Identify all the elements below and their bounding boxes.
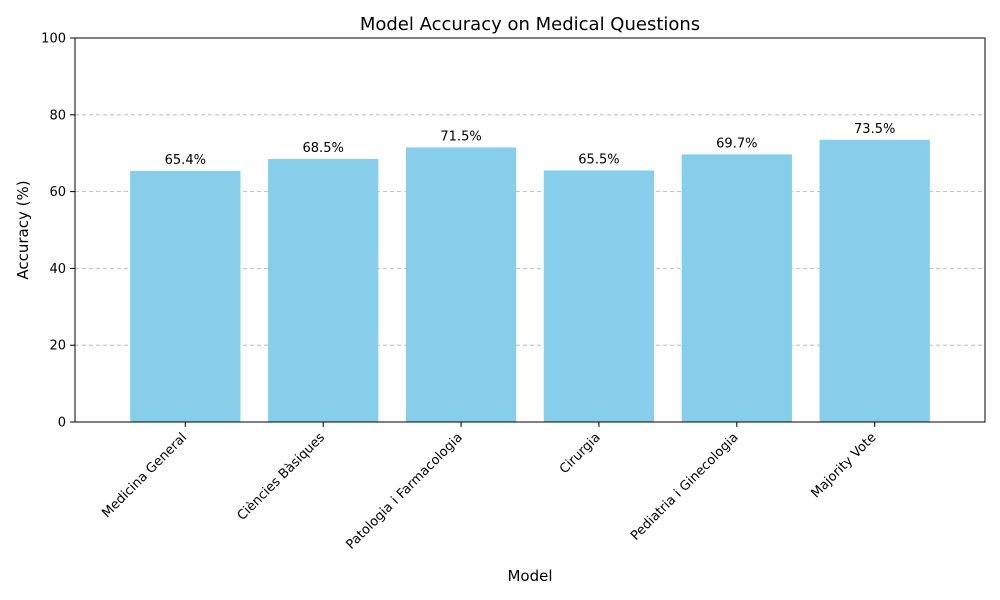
- plot-frame: [74, 37, 986, 423]
- y-tick-label: 100: [41, 32, 66, 47]
- bar-6: [819, 139, 930, 422]
- x-axis-label: Model: [507, 567, 552, 585]
- y-axis-label: Accuracy (%): [14, 180, 32, 279]
- data-label-3: 71.5%: [440, 129, 481, 144]
- y-tick-label: 0: [58, 416, 66, 431]
- data-label-4: 65.5%: [578, 152, 619, 167]
- data-label-1: 65.4%: [165, 153, 206, 168]
- x-tick-label: Patologia i Farmacologia: [344, 430, 466, 552]
- x-axis: Medicina General Ciències Bàsiques Patolog…: [99, 422, 880, 553]
- bars: [130, 139, 930, 423]
- x-tick-label: Medicina General: [99, 430, 190, 521]
- x-tick-label: Cirurgia: [557, 430, 604, 477]
- data-label-2: 68.5%: [303, 141, 344, 156]
- bar-4: [543, 170, 655, 422]
- y-tick-label: 60: [49, 185, 66, 200]
- bar-5: [681, 154, 792, 423]
- y-axis: 0 20 40 60 80 100: [41, 32, 75, 431]
- bar-3: [405, 147, 517, 422]
- y-tick-label: 40: [49, 262, 66, 277]
- bar-1: [130, 170, 241, 422]
- data-label-5: 69.7%: [716, 136, 757, 151]
- data-label-6: 73.5%: [854, 122, 895, 137]
- x-tick-label: Pediatria i Ginecologia: [628, 430, 742, 544]
- y-tick-label: 20: [49, 339, 66, 354]
- x-tick-label: Majority Vote: [808, 430, 879, 501]
- y-tick-label: 80: [49, 108, 66, 123]
- x-tick-label: Ciències Bàsiques: [235, 430, 329, 524]
- bar-2: [268, 158, 379, 422]
- chart-title: Model Accuracy on Medical Questions: [360, 14, 700, 35]
- data-labels: 65.4% 68.5% 71.5% 65.5% 69.7% 73.5%: [165, 122, 896, 168]
